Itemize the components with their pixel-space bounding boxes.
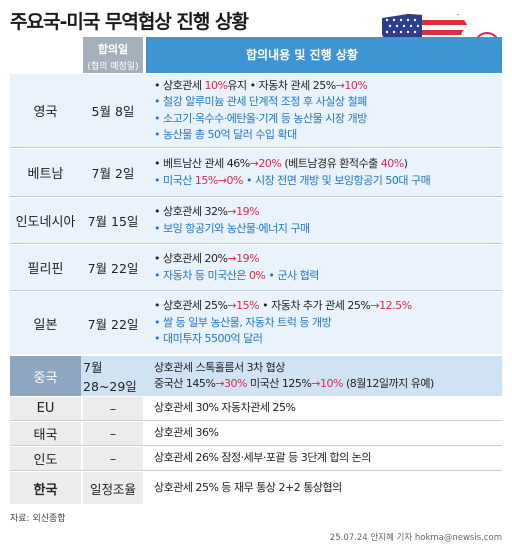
content-line: 상호관세 30% 자동차관세 25%	[154, 401, 296, 415]
agreement-date: 5월 8일	[83, 74, 143, 147]
content-line: • 철강 알루미늄 관세 단계적 조정 후 사실상 철폐	[154, 95, 367, 108]
table-row: 영국 5월 8일 • 상호관세 10%유지 • 자동차 관세 25%→10% •…	[10, 74, 502, 148]
credit-note: 25.07.24 안지혜 기자 hokma@newsis.com	[329, 533, 502, 543]
header-date-label: 합의일	[97, 43, 129, 56]
agreement-date: 7월 22일	[83, 245, 143, 290]
content-line: 상호관세 25% 등 재무 통상 2+2 통상협의	[154, 480, 342, 494]
agreement-date: 7월28~29일	[83, 356, 143, 396]
agreement-date: 7월 2일	[83, 149, 143, 196]
table-row: 필리핀 7월 22일 • 상호관세 20%→19% • 자동차 등 미국산은 0…	[10, 245, 502, 291]
agreement-content: • 상호관세 32%→19% • 보잉 항공기와 농산물·에너지 구매	[146, 198, 502, 243]
table-row: 인도 – 상호관세 26% 잠정·세부·포괄 등 3단계 합의 논의	[10, 447, 502, 471]
agreement-date: –	[83, 422, 143, 445]
table-row: 일본 7월 22일 • 상호관세 25%→15% • 자동차 추가 관세 25%…	[10, 292, 502, 354]
header-date-sublabel: (협의 예정일)	[87, 62, 139, 72]
agreement-content: • 상호관세 10%유지 • 자동차 관세 25%→10% • 철강 알루미늄 …	[146, 74, 502, 147]
content-line: • 미국산 15%→0% • 시장 전면 개방 및 보잉항공기 50대 구매	[154, 173, 431, 187]
agreement-date: 7월 22일	[83, 292, 143, 354]
country-name: 필리핀	[10, 245, 81, 290]
content-line: • 베트남산 관세 46%→20% (베트남경유 환적수출 40%)	[154, 157, 408, 170]
content-line: • 상호관세 10%유지 • 자동차 관세 25%→10%	[154, 78, 368, 92]
agreement-date: –	[83, 397, 143, 420]
content-line: • 상호관세 25%→15% • 자동차 추가 관세 25%→12.5%	[154, 299, 412, 313]
table-row-korea: 한국 일정조율 상호관세 25% 등 재무 통상 2+2 통상협의	[10, 472, 502, 504]
table-row: 베트남 7월 2일 • 베트남산 관세 46%→20% (베트남경유 환적수출 …	[10, 149, 502, 197]
agreement-content: 상호관세 스톡홀름서 3차 협상 중국산 145%→30% 미국산 125%→1…	[146, 356, 502, 396]
agreement-date: –	[83, 447, 143, 470]
content-line: 상호관세 스톡홀름서 3차 협상	[154, 360, 285, 374]
table-row: EU – 상호관세 30% 자동차관세 25%	[10, 397, 502, 421]
agreement-content: 상호관세 25% 등 재무 통상 2+2 통상협의	[146, 472, 502, 504]
country-name: 영국	[10, 74, 81, 147]
content-line: • 소고기·옥수수·에탄올·기계 등 농산물 시장 개방	[154, 111, 367, 125]
content-line: • 상호관세 32%→19%	[154, 205, 260, 218]
agreement-content: • 베트남산 관세 46%→20% (베트남경유 환적수출 40%) • 미국산…	[146, 149, 502, 196]
table-row: 인도네시아 7월 15일 • 상호관세 32%→19% • 보잉 항공기와 농산…	[10, 198, 502, 244]
country-name: 중국	[10, 356, 81, 396]
agreement-content: • 상호관세 20%→19% • 자동차 등 미국산은 0% • 군사 협력	[146, 245, 502, 290]
content-line: • 농산물 총 50억 달러 수입 확대	[154, 128, 297, 141]
country-name: 태국	[10, 422, 81, 445]
content-line: • 자동차 등 미국산은 0% • 군사 협력	[154, 268, 319, 282]
agreement-date: 7월 15일	[83, 198, 143, 243]
content-line: 상호관세 36%	[154, 426, 219, 440]
agreement-content: 상호관세 36%	[146, 422, 502, 445]
header-content: 합의내용 및 진행 상황	[146, 37, 502, 73]
content-line: • 보잉 항공기와 농산물·에너지 구매	[154, 221, 310, 235]
table-row: 태국 – 상호관세 36%	[10, 422, 502, 446]
country-name: 인도	[10, 447, 81, 470]
content-line: • 상호관세 20%→19%	[154, 252, 260, 265]
page-title: 주요국-미국 무역협상 진행 상황	[10, 11, 249, 33]
content-line: 중국산 145%→30% 미국산 125%→10% (8월12일까지 유예)	[154, 377, 434, 390]
table-row-china: 중국 7월28~29일 상호관세 스톡홀름서 3차 협상 중국산 145%→30…	[10, 356, 502, 396]
content-line: • 쌀 등 일부 농산물, 자동차 트럭 등 개방	[154, 315, 332, 329]
content-line: • 대미투자 5500억 달러	[154, 332, 263, 346]
country-name: 일본	[10, 292, 81, 354]
agreement-date: 일정조율	[83, 472, 143, 504]
country-name: 베트남	[10, 149, 81, 196]
agreement-content: 상호관세 26% 잠정·세부·포괄 등 3단계 합의 논의	[146, 447, 502, 470]
country-name: EU	[10, 397, 81, 420]
agreement-content: • 상호관세 25%→15% • 자동차 추가 관세 25%→12.5% • 쌀…	[146, 292, 502, 354]
source-note: 자료: 외신종합	[10, 514, 66, 524]
content-line: 상호관세 26% 잠정·세부·포괄 등 3단계 합의 논의	[154, 451, 371, 465]
header-date: 합의일 (협의 예정일)	[83, 37, 143, 73]
agreement-content: 상호관세 30% 자동차관세 25%	[146, 397, 502, 420]
country-name: 인도네시아	[10, 198, 81, 243]
country-name: 한국	[10, 472, 81, 504]
